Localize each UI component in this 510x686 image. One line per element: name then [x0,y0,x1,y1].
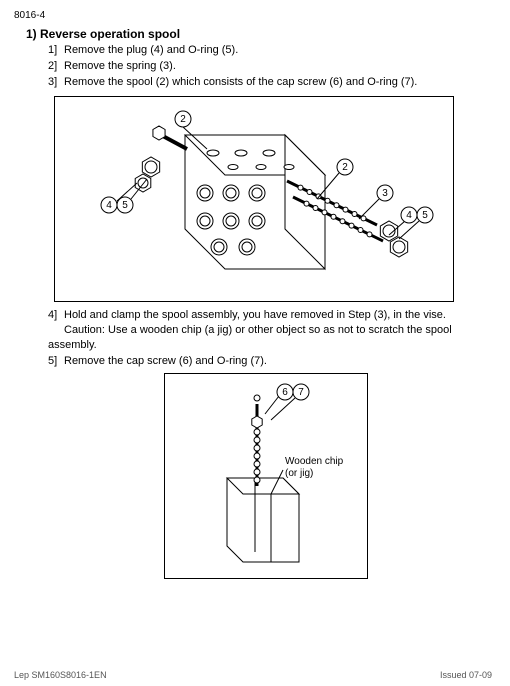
step-num: 4] [48,308,64,323]
svg-text:2: 2 [180,114,186,125]
svg-text:5: 5 [122,200,128,211]
step-line: 2]Remove the spring (3). [48,59,492,74]
svg-text:4: 4 [106,200,112,211]
pre-steps: 1]Remove the plug (4) and O-ring (5).2]R… [48,43,492,90]
step-text: Remove the plug (4) and O-ring (5). [64,44,238,56]
svg-text:(or jig): (or jig) [285,468,313,479]
svg-text:2: 2 [342,162,348,173]
footer-left: Lep SM160S8016-1EN [14,670,107,680]
section-title: Reverse operation spool [40,27,180,41]
figure-1-svg: 2234545 [55,97,455,303]
step-text: Caution: Use a wooden chip (a jig) or ot… [48,324,452,351]
svg-text:4: 4 [406,210,412,221]
post-steps: 4]Hold and clamp the spool assembly, you… [48,308,492,369]
step-line: 4]Hold and clamp the spool assembly, you… [48,308,492,323]
section-heading: 1) Reverse operation spool [26,27,492,41]
step-text: Remove the spool (2) which consists of t… [64,76,417,88]
step-text: Remove the cap screw (6) and O-ring (7). [64,355,267,367]
section-num: 1) [26,27,37,41]
step-line: 1]Remove the plug (4) and O-ring (5). [48,43,492,58]
svg-text:6: 6 [282,387,288,398]
page-number: 8016-4 [14,10,492,21]
step-num: 5] [48,354,64,369]
svg-text:Wooden chip: Wooden chip [285,456,344,467]
svg-text:3: 3 [382,188,388,199]
step-line: 5]Remove the cap screw (6) and O-ring (7… [48,354,492,369]
svg-text:7: 7 [298,387,304,398]
footer-right: Issued 07-09 [440,670,492,680]
step-num: 3] [48,75,64,90]
step-num: 1] [48,43,64,58]
figure-1: 2234545 [54,96,454,302]
figure-2-svg: Wooden chip(or jig) 67 [165,374,369,580]
step-num: 2] [48,59,64,74]
svg-text:5: 5 [422,210,428,221]
step-text: Hold and clamp the spool assembly, you h… [64,309,446,321]
step-text: Remove the spring (3). [64,60,176,72]
step-line: Caution: Use a wooden chip (a jig) or ot… [48,323,492,353]
page-footer: Lep SM160S8016-1EN Issued 07-09 [14,670,492,680]
step-line: 3]Remove the spool (2) which consists of… [48,75,492,90]
figure-2: Wooden chip(or jig) 67 [164,373,368,579]
